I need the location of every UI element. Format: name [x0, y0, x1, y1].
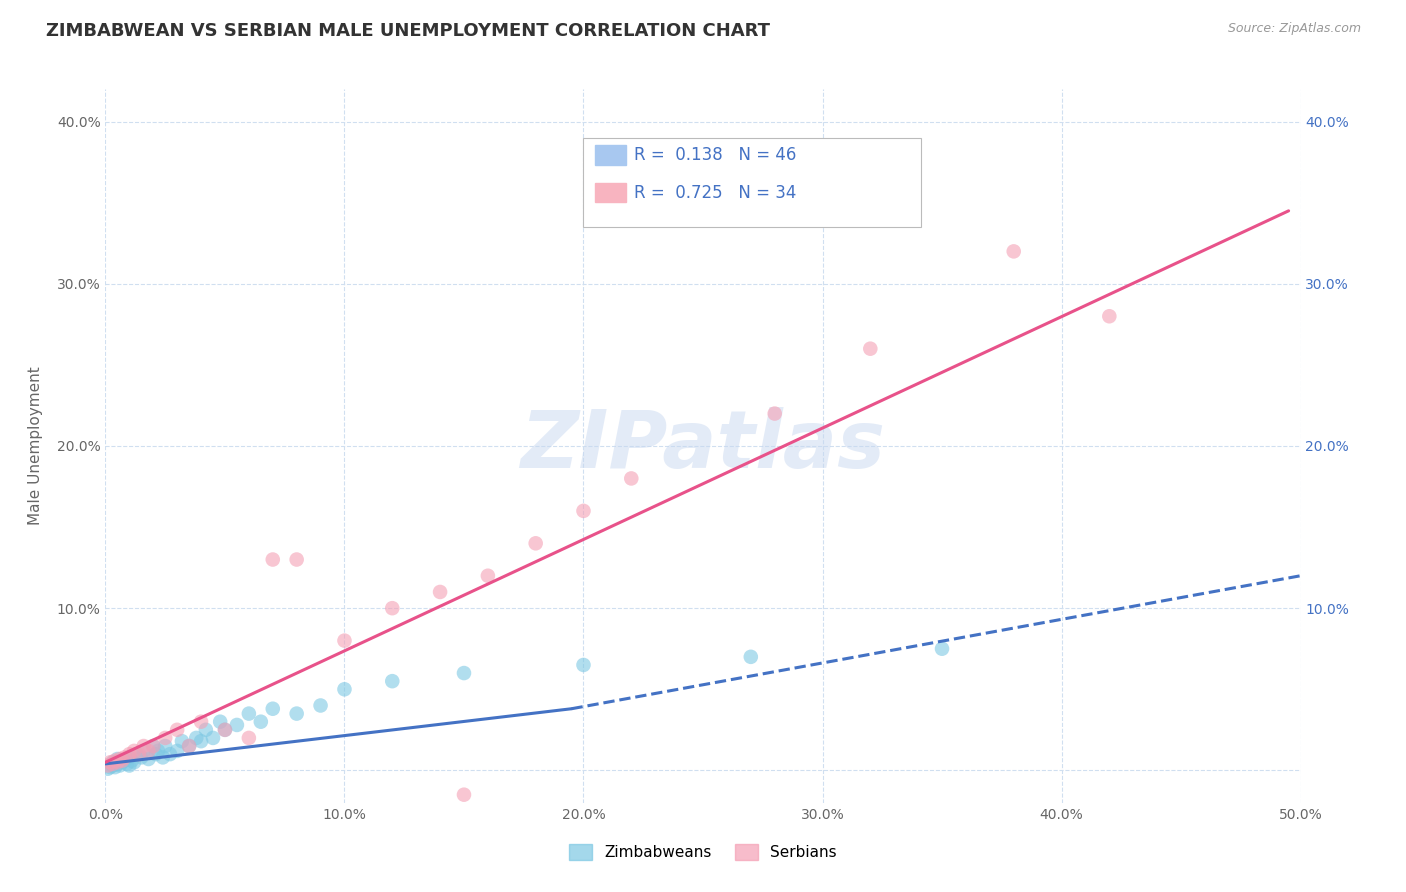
Point	[381, 601, 404, 615]
Point	[763, 407, 786, 421]
Point	[107, 756, 129, 771]
Point	[740, 649, 762, 664]
Text: R =  0.138   N = 46: R = 0.138 N = 46	[634, 146, 796, 164]
Text: ZIMBABWEAN VS SERBIAN MALE UNEMPLOYMENT CORRELATION CHART: ZIMBABWEAN VS SERBIAN MALE UNEMPLOYMENT …	[46, 22, 770, 40]
Point	[285, 552, 308, 566]
Text: Source: ZipAtlas.com: Source: ZipAtlas.com	[1227, 22, 1361, 36]
Point	[186, 731, 208, 745]
Point	[177, 739, 201, 753]
Point	[1002, 244, 1025, 259]
Point	[146, 744, 169, 758]
Point	[166, 723, 188, 737]
Point	[122, 744, 145, 758]
Point	[132, 744, 155, 758]
Point	[107, 752, 129, 766]
Point	[118, 758, 141, 772]
Point	[170, 734, 193, 748]
Point	[214, 723, 236, 737]
Point	[101, 756, 124, 771]
Point	[125, 747, 148, 761]
Point	[101, 756, 124, 770]
Point	[285, 706, 308, 721]
Point	[572, 657, 595, 672]
Point	[118, 750, 141, 764]
Point	[108, 758, 131, 772]
Point	[931, 641, 953, 656]
Point	[194, 723, 217, 737]
Point	[145, 747, 167, 761]
Text: R =  0.725   N = 34: R = 0.725 N = 34	[634, 184, 796, 202]
Point	[214, 723, 236, 737]
Point	[477, 568, 499, 582]
Point	[190, 734, 212, 748]
Point	[429, 585, 451, 599]
Point	[572, 504, 595, 518]
Point	[111, 756, 134, 770]
Point	[114, 754, 136, 768]
Y-axis label: Male Unemployment: Male Unemployment	[28, 367, 42, 525]
Point	[101, 758, 124, 772]
Point	[209, 714, 232, 729]
Point	[159, 747, 181, 761]
Point	[238, 731, 260, 745]
Point	[104, 760, 127, 774]
Point	[108, 752, 131, 766]
Point	[202, 731, 225, 745]
Point	[166, 744, 188, 758]
Point	[128, 747, 150, 761]
Point	[262, 552, 284, 566]
Point	[524, 536, 547, 550]
Point	[138, 744, 160, 758]
Point	[309, 698, 332, 713]
Point	[129, 750, 153, 764]
Point	[177, 739, 201, 753]
Point	[121, 754, 143, 768]
Point	[111, 754, 134, 768]
Point	[118, 747, 141, 761]
Point	[152, 750, 174, 764]
Point	[238, 706, 260, 721]
Point	[333, 633, 356, 648]
Point	[453, 666, 475, 681]
Point	[381, 674, 404, 689]
Point	[262, 702, 284, 716]
Point	[138, 752, 160, 766]
Point	[1098, 310, 1121, 324]
Point	[114, 750, 136, 764]
Point	[333, 682, 356, 697]
Point	[97, 758, 120, 772]
Legend: Zimbabweans, Serbians: Zimbabweans, Serbians	[564, 838, 842, 866]
Point	[225, 718, 249, 732]
Point	[115, 756, 138, 771]
Point	[142, 739, 165, 753]
Point	[97, 762, 120, 776]
Point	[98, 760, 121, 774]
Point	[98, 756, 121, 770]
Point	[250, 714, 273, 729]
Point	[132, 739, 155, 753]
Point	[142, 739, 165, 753]
Point	[453, 788, 475, 802]
Point	[859, 342, 882, 356]
Text: ZIPatlas: ZIPatlas	[520, 407, 886, 485]
Point	[107, 756, 129, 770]
Point	[153, 731, 177, 745]
Point	[153, 739, 177, 753]
Point	[122, 756, 145, 770]
Point	[104, 754, 127, 768]
Point	[620, 471, 643, 485]
Point	[190, 714, 212, 729]
